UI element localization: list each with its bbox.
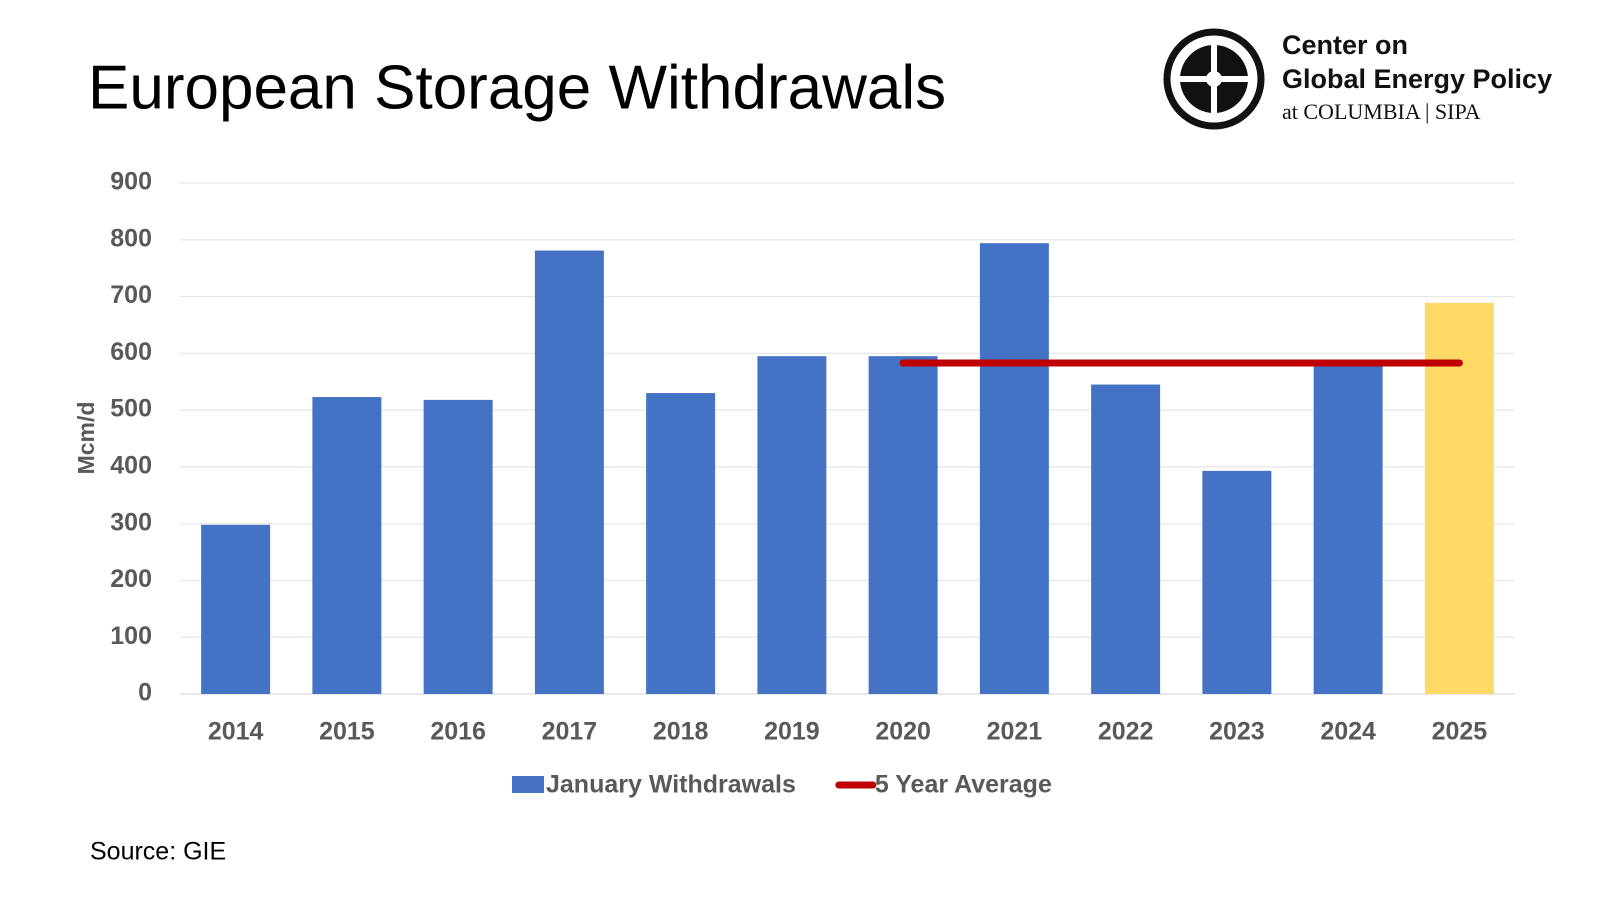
y-axis-label: Mcm/d	[73, 402, 99, 475]
logo-text: at COLUMBIA | SIPA	[1282, 99, 1481, 124]
x-tick-label: 2016	[430, 718, 486, 746]
y-tick-label: 200	[110, 565, 152, 593]
y-tick-label: 300	[110, 508, 152, 536]
logo-text: Global Energy Policy	[1282, 64, 1552, 94]
y-tick-label: 400	[110, 451, 152, 479]
x-tick-label: 2025	[1432, 718, 1488, 746]
bar	[1313, 361, 1383, 694]
x-tick-label: 2020	[875, 718, 931, 746]
bar	[979, 243, 1049, 694]
y-tick-label: 500	[110, 395, 152, 423]
bar	[423, 399, 493, 694]
x-tick-label: 2019	[764, 718, 820, 746]
chart-title: European Storage Withdrawals	[88, 53, 946, 122]
bar	[534, 250, 604, 694]
bar	[201, 524, 271, 694]
x-tick-label: 2023	[1209, 718, 1265, 746]
bar	[1424, 302, 1494, 694]
bar	[757, 356, 827, 694]
legend-swatch	[512, 776, 544, 793]
x-tick-label: 2017	[542, 718, 598, 746]
legend-label: January Withdrawals	[546, 771, 796, 799]
source: Source: GIE	[90, 838, 226, 866]
x-tick-label: 2015	[319, 718, 375, 746]
y-tick-label: 0	[138, 679, 152, 707]
y-tick-label: 800	[110, 224, 152, 252]
y-tick-label: 900	[110, 168, 152, 196]
bar	[868, 356, 938, 694]
bar	[1202, 470, 1272, 694]
bar	[1091, 384, 1161, 694]
logo-text: Center on	[1282, 30, 1408, 60]
x-tick-label: 2024	[1320, 718, 1376, 746]
logo: Center on Global Energy Policy at COLUMB…	[1163, 28, 1552, 130]
logo-ring	[1163, 28, 1265, 130]
logo-center	[1206, 71, 1222, 87]
x-tick-label: 2014	[208, 718, 264, 746]
bar	[646, 393, 716, 694]
x-tick-label: 2021	[987, 718, 1043, 746]
y-tick-label: 600	[110, 338, 152, 366]
y-tick-label: 700	[110, 281, 152, 309]
y-tick-label: 100	[110, 622, 152, 650]
x-tick-label: 2022	[1098, 718, 1154, 746]
x-tick-label: 2018	[653, 718, 709, 746]
legend-label: 5 Year Average	[875, 771, 1052, 799]
bar	[312, 397, 382, 694]
